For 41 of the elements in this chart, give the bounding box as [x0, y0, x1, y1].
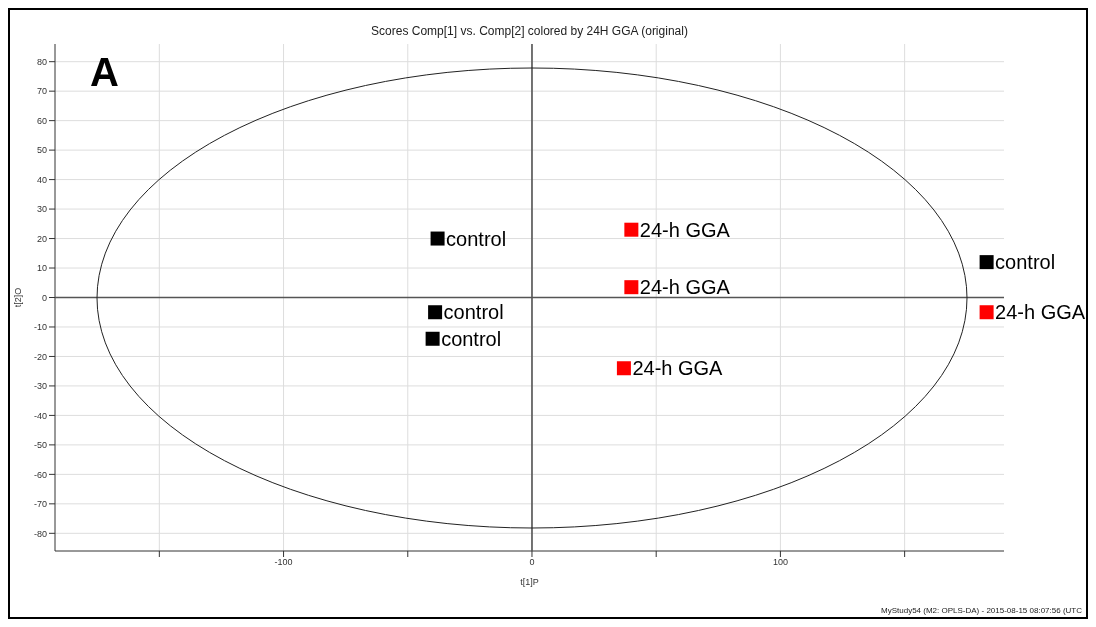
text: control: [443, 301, 504, 324]
y-tick-label: -10: [33, 322, 47, 333]
point: [624, 280, 639, 295]
text: control: [995, 251, 1056, 274]
point: [430, 231, 445, 246]
y-tick-label: 40: [36, 174, 47, 185]
text: MyStudy54 (M2: OPLS-DA) - 2015-08-15 08:07:56 (UTC: [881, 606, 1082, 615]
y-tick-label: 10: [36, 263, 47, 274]
text: control: [441, 327, 502, 350]
text: 24-h GGA: [639, 276, 730, 299]
y-tick-label: 80: [36, 56, 47, 67]
point: [624, 222, 639, 237]
y-tick-label: 30: [36, 204, 47, 215]
text: 24-h GGA: [632, 357, 723, 380]
point: [616, 361, 631, 376]
point: [425, 331, 440, 346]
y-tick-label: -60: [33, 469, 47, 480]
chart-title: Scores Comp[1] vs. Comp[2] colored by 24H GGA (original): [370, 24, 689, 38]
y-tick-label: -40: [33, 410, 47, 421]
y-tick-label: 0: [41, 292, 47, 303]
annotation: A: [90, 50, 119, 95]
x-tick-label: -100: [274, 557, 293, 568]
point: [428, 305, 443, 320]
y-tick-label: 50: [36, 145, 47, 156]
y-tick-label: -20: [33, 351, 47, 362]
x-tick-label: 0: [529, 557, 535, 568]
point: [979, 255, 994, 270]
series-label: control: [446, 227, 507, 250]
y-tick-label: 60: [36, 115, 47, 126]
series-label: 24-h GGA: [639, 218, 731, 241]
y-tick-label: -30: [33, 381, 47, 392]
y-tick-label: -80: [33, 528, 47, 539]
x-tick-label: 100: [772, 557, 788, 568]
y-tick-label: 70: [36, 86, 47, 97]
y-tick-label: -70: [33, 499, 47, 510]
y-tick-label: -50: [33, 440, 47, 451]
point: [979, 305, 994, 320]
x-axis-title: t[1]P: [520, 577, 539, 587]
text: 24-h GGA: [995, 301, 1086, 324]
y-tick-label: 20: [36, 233, 47, 244]
y-axis-title: t[2]O: [13, 287, 24, 308]
